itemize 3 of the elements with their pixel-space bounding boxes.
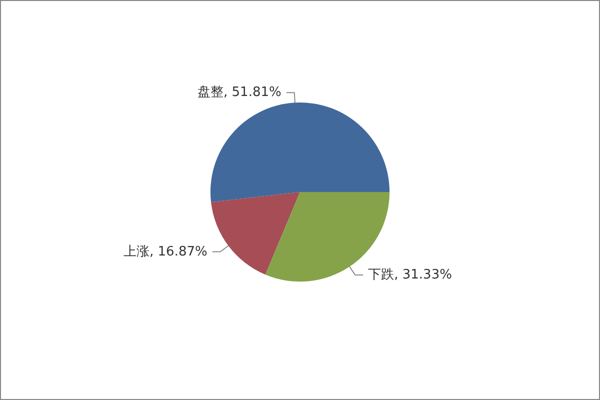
slice-label: 盘整, 51.81% [198, 85, 282, 100]
slice-label: 下跌, 31.33% [368, 267, 452, 282]
slice-label: 上涨, 16.87% [124, 244, 208, 260]
